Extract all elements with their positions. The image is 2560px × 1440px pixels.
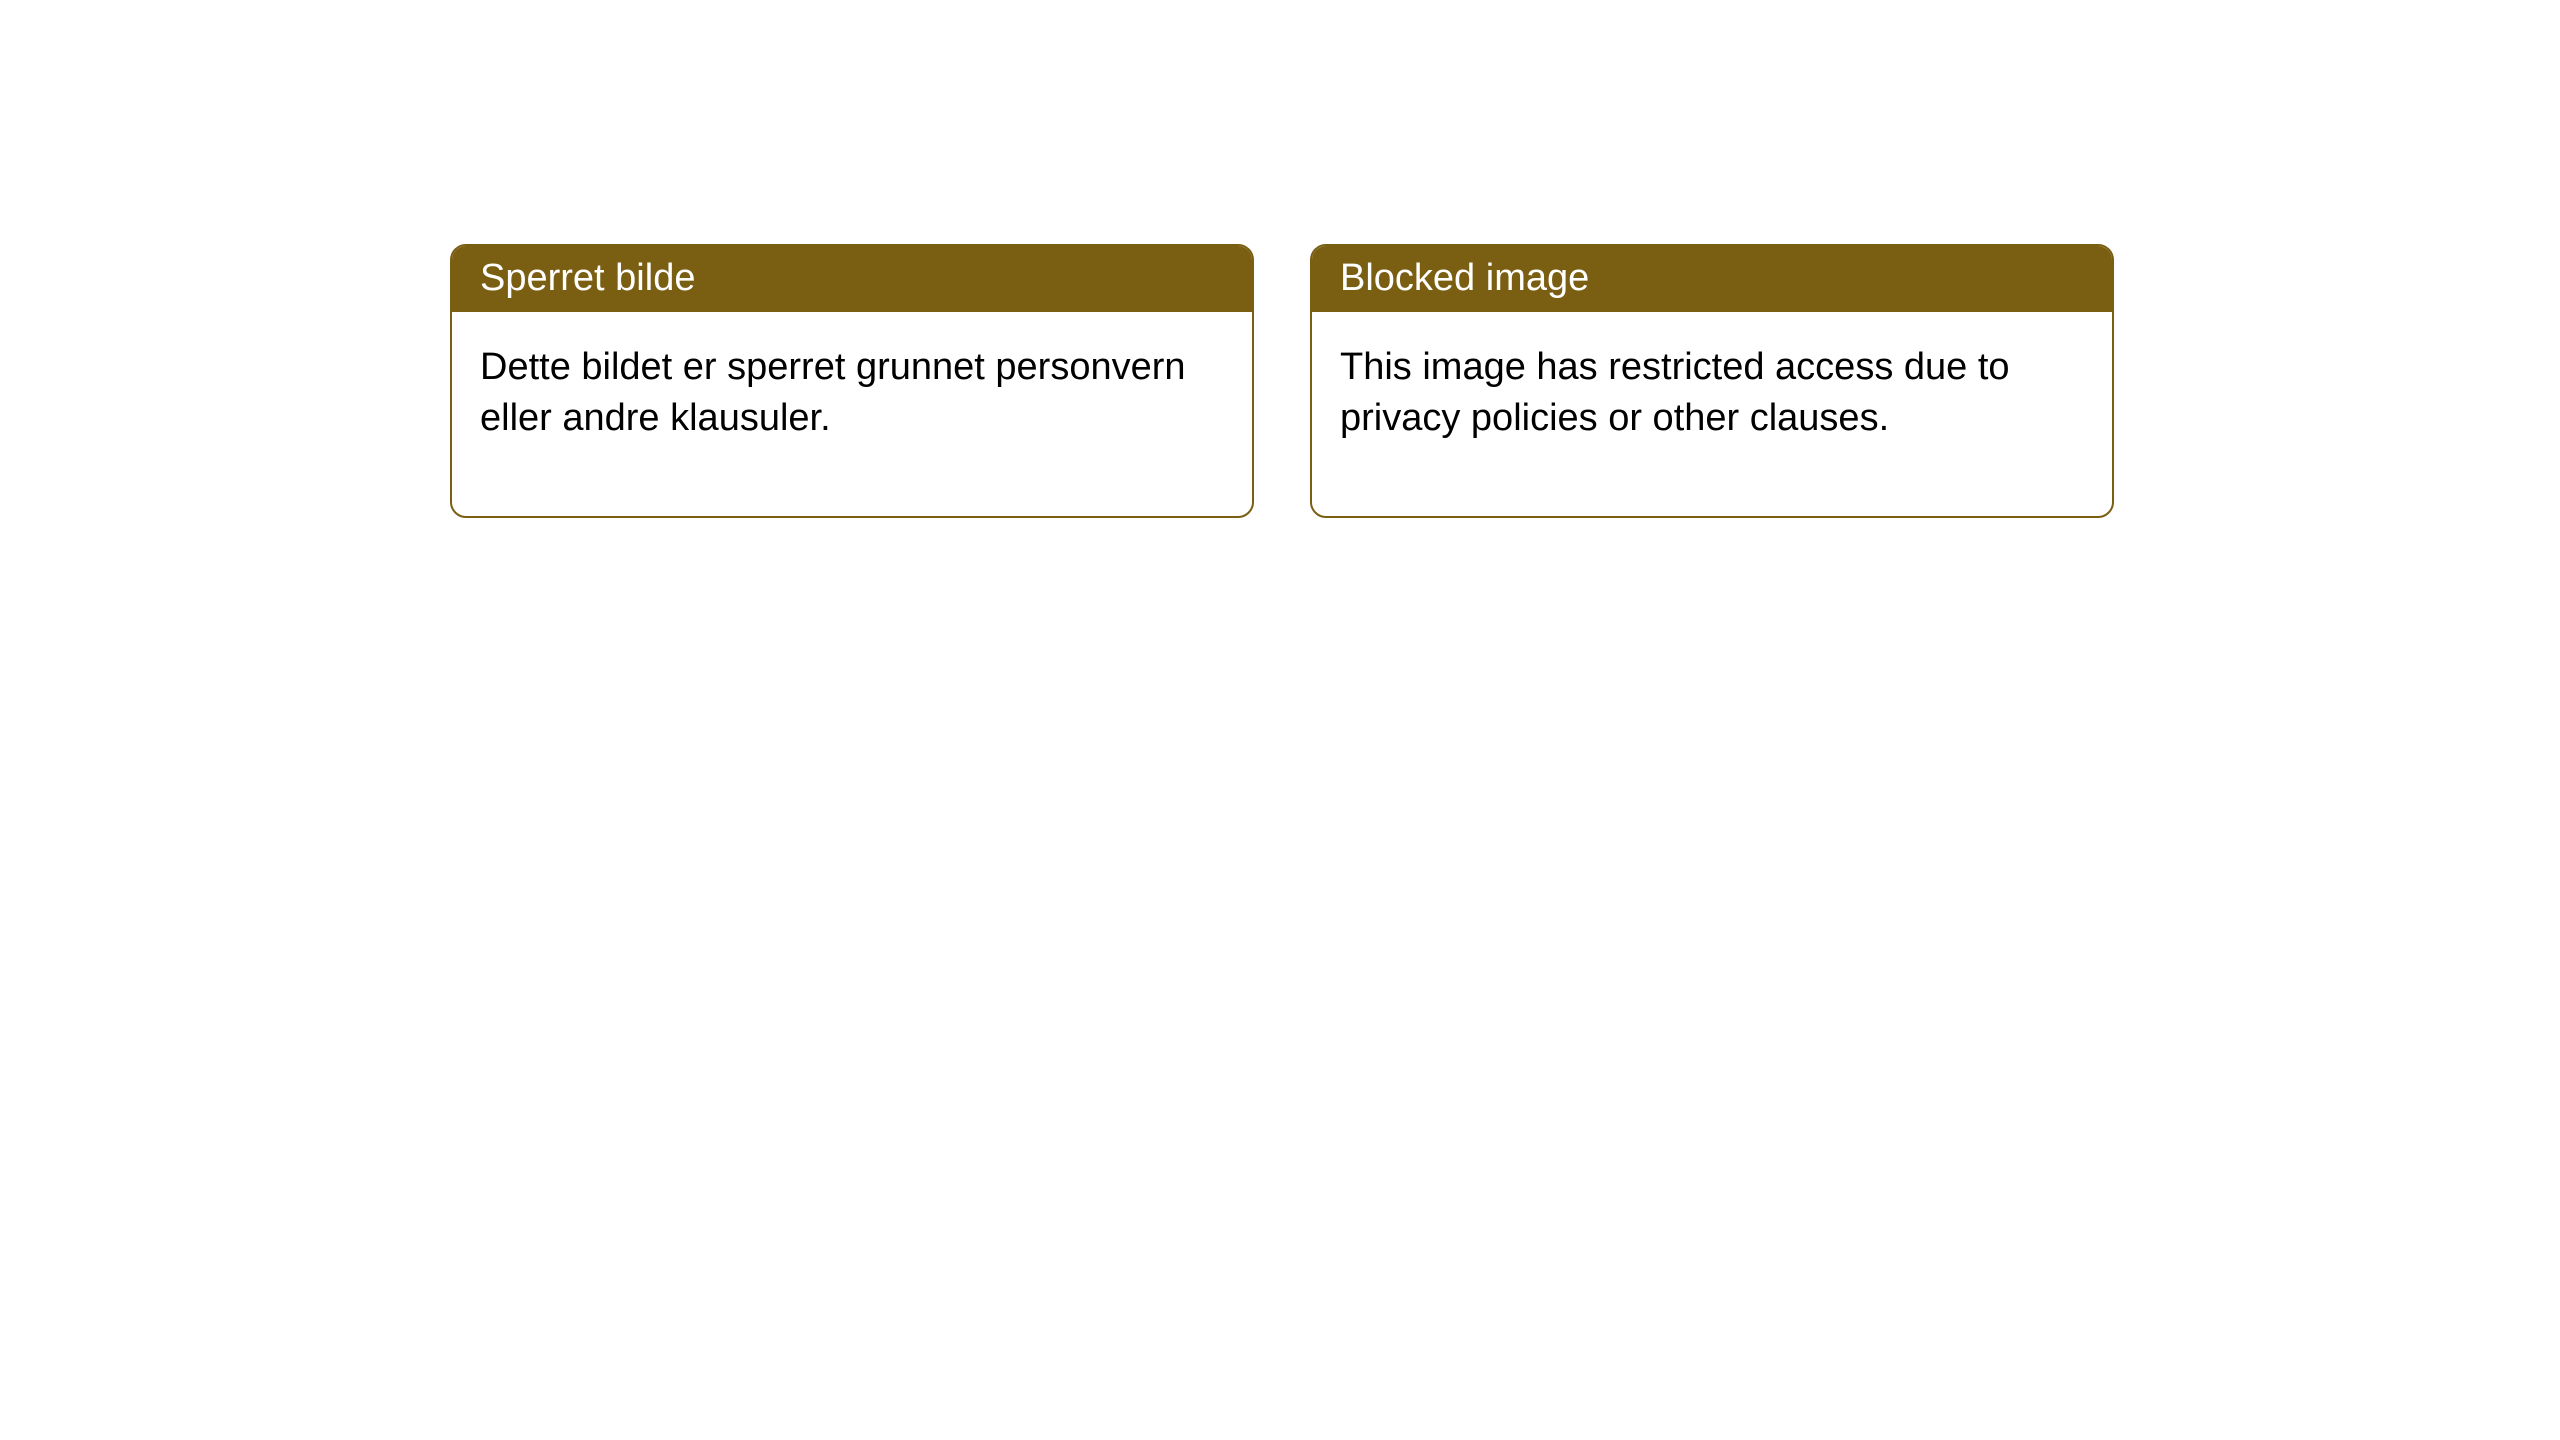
notice-message-norwegian: Dette bildet er sperret grunnet personve… xyxy=(452,312,1252,517)
notice-card-english: Blocked image This image has restricted … xyxy=(1310,244,2114,518)
notice-container: Sperret bilde Dette bildet er sperret gr… xyxy=(450,244,2114,518)
notice-card-norwegian: Sperret bilde Dette bildet er sperret gr… xyxy=(450,244,1254,518)
notice-message-english: This image has restricted access due to … xyxy=(1312,312,2112,517)
notice-title-english: Blocked image xyxy=(1312,246,2112,312)
notice-title-norwegian: Sperret bilde xyxy=(452,246,1252,312)
